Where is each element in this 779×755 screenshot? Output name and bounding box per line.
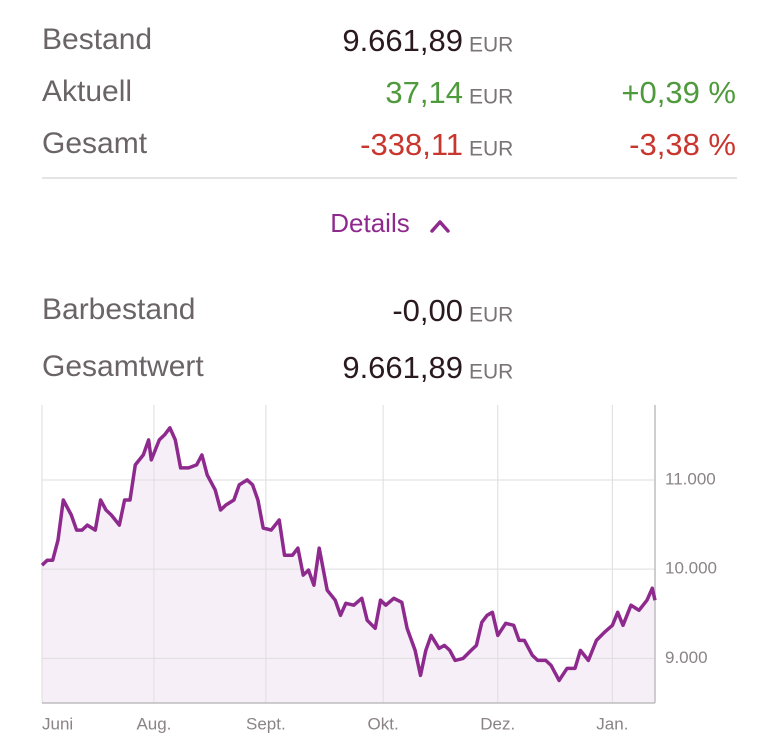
row-value: -338,11 — [360, 127, 463, 162]
chevron-up[interactable] — [430, 220, 450, 233]
y-tick-label: 10.000 — [665, 559, 717, 578]
x-tick-label: Sept. — [246, 714, 286, 733]
y-tick-label: 9.000 — [665, 648, 708, 667]
row-value: 9.661,89 — [342, 23, 463, 58]
row-value: 9.661,89 — [342, 350, 463, 385]
x-tick-label: Jan. — [596, 714, 628, 733]
x-tick-label: Aug. — [136, 714, 171, 733]
chart: 9.000 10.000 11.000 Juni Aug. Sept. Okt. Dez. Ja… — [40, 405, 717, 733]
row-percent: -3,38 % — [629, 127, 736, 162]
row-value: 37,14 — [385, 75, 463, 110]
details-label[interactable]: Details — [330, 208, 409, 238]
row-unit: EUR — [469, 304, 513, 327]
row-label: Aktuell — [42, 75, 132, 108]
row-label: Bestand — [42, 23, 152, 56]
row-unit: EUR — [469, 138, 513, 161]
x-tick-label: Dez. — [480, 714, 515, 733]
area — [42, 427, 655, 703]
row-unit: EUR — [469, 361, 513, 384]
x-tick-label: Okt. — [368, 714, 399, 733]
row-label: Barbestand — [42, 293, 195, 326]
details-toggle[interactable]: Details — [330, 208, 450, 238]
row-unit: EUR — [469, 34, 513, 57]
row-value: -0,00 — [392, 293, 463, 328]
row-percent: +0,39 % — [621, 75, 736, 110]
row-unit: EUR — [469, 86, 513, 109]
row-label: Gesamtwert — [42, 350, 204, 383]
y-tick-label: 11.000 — [665, 469, 716, 488]
x-tick-label: Juni — [42, 714, 73, 733]
row-label: Gesamt — [42, 127, 148, 160]
line — [40, 426, 657, 683]
